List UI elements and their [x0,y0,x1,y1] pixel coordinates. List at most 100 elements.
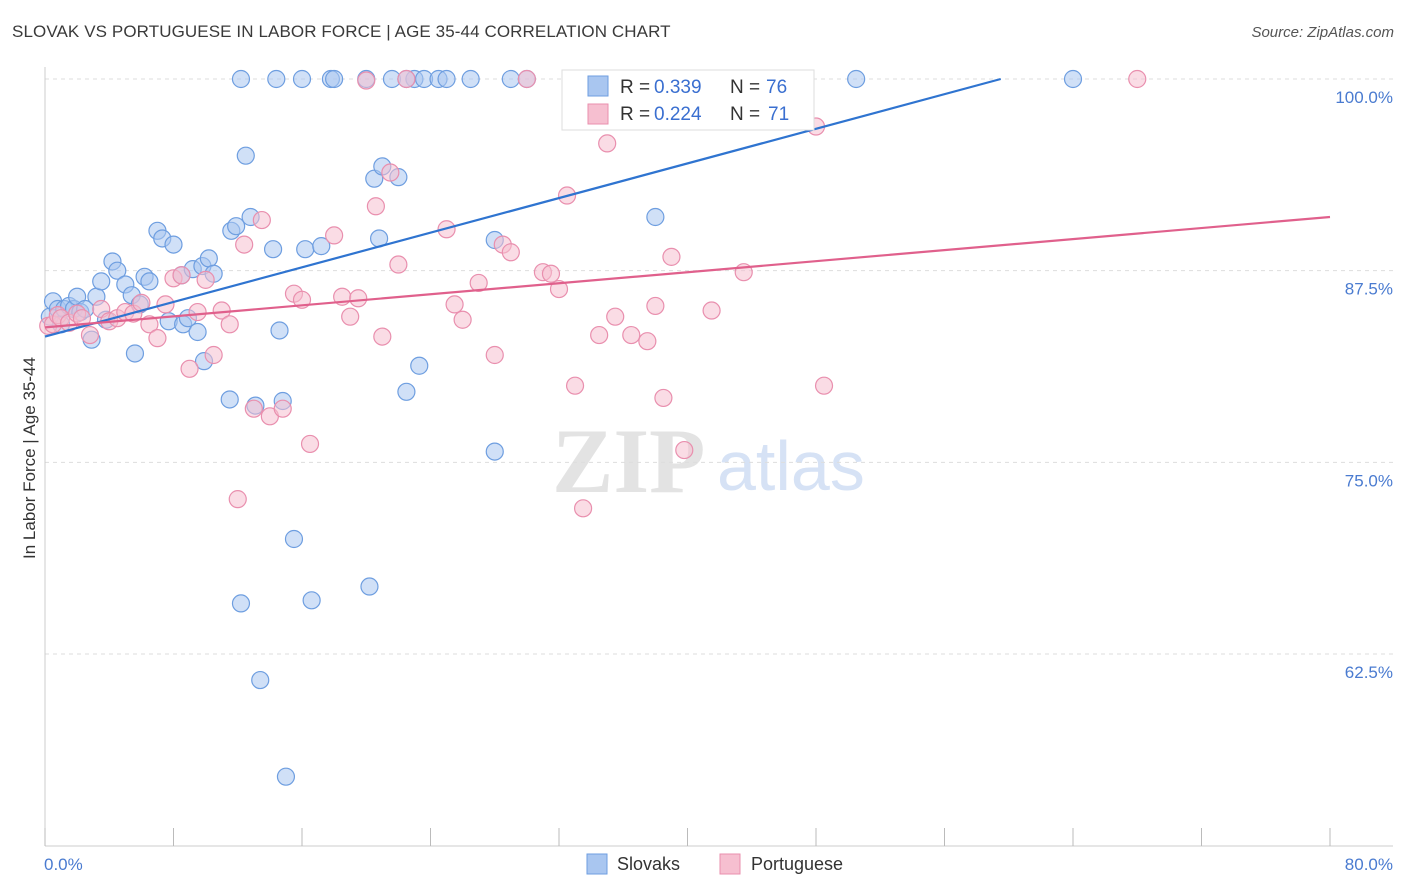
legend-n-label-1: N = [730,77,760,98]
slovak-point [461,69,480,89]
slovak-point [199,249,218,268]
bottom-legend-label-portuguese: Portuguese [751,854,843,874]
legend-r-value-1: 0.339 [654,77,702,98]
portuguese-point [188,302,207,322]
watermark-zip: ZIP [552,410,705,512]
portuguese-point [373,327,392,346]
portuguese-point [501,243,520,262]
y-tick-label: 100.0% [1335,88,1393,107]
slovak-point [292,69,312,89]
bottom-legend-swatch-portuguese [719,853,741,875]
slovak-point [108,261,127,280]
slovak-point [302,591,321,610]
slovak-point [231,69,251,89]
legend-r-label-1: R = [620,77,650,98]
slovak-point [284,529,304,549]
legend-n-value-2: 71 [768,104,789,125]
portuguese-point [598,134,617,153]
slovak-point [220,390,239,409]
slovak-point [270,321,289,340]
slovak-point [437,69,456,89]
portuguese-point [654,388,673,408]
source-label: Source: ZipAtlas.com [1251,24,1394,41]
portuguese-point [366,197,385,216]
portuguese-point [1128,69,1147,89]
portuguese-point [389,255,408,274]
portuguese-trend-line [44,215,1331,329]
y-tick-labels: 62.5% 75.0% 87.5% 100.0% [1335,88,1393,682]
portuguese-point [445,295,464,314]
portuguese-point [235,235,254,254]
slovak-point [296,240,315,259]
legend-n-value-1: 76 [766,77,787,98]
portuguese-point [662,247,681,266]
portuguese-point [228,490,247,509]
portuguese-point [590,325,609,345]
portuguese-point [517,69,536,89]
portuguese-point [80,325,100,345]
portuguese-point [606,307,625,326]
portuguese-point [702,301,721,320]
slovak-point [125,344,145,363]
portuguese-point [148,329,167,348]
slovak-point [92,272,111,291]
slovak-point [276,767,296,786]
slovak-point [263,240,283,259]
portuguese-point [675,440,694,460]
portuguese-point [204,345,223,365]
portuguese-point [565,376,585,395]
portuguese-point [300,434,320,454]
slovak-point [847,69,866,89]
slovak-point [501,69,520,89]
portuguese-point [252,210,271,230]
slovak-point [164,235,183,254]
legend-swatch-portuguese [587,103,609,125]
trend-lines [44,77,1331,338]
y-tick-label: 75.0% [1345,471,1393,490]
portuguese-series [39,69,1147,518]
slovak-point [325,69,344,89]
portuguese-point [453,310,472,329]
legend-r-value-2: 0.224 [654,104,702,125]
chart-title: SLOVAK VS PORTUGUESE IN LABOR FORCE | AG… [12,22,671,41]
portuguese-point [638,332,657,351]
portuguese-point [180,359,199,378]
legend-swatch-slovaks [587,75,609,97]
portuguese-point [244,399,263,418]
x-tick-label-max: 80.0% [1345,855,1393,874]
correlation-legend: R = 0.339 N = 76 R = 0.224 N = 71 [561,69,815,131]
portuguese-point [273,399,292,418]
bottom-legend-swatch-slovaks [586,853,608,875]
legend-n-label-2: N = [730,104,760,125]
slovak-point [267,69,286,89]
portuguese-point [469,273,488,293]
slovak-point [410,356,429,375]
portuguese-point [140,315,159,334]
slovak-point [397,382,416,401]
series-legend: Slovaks Portuguese [586,853,843,875]
slovak-point [227,217,246,236]
portuguese-point [646,296,665,316]
portuguese-point [485,345,504,365]
axes [44,67,1393,847]
y-tick-label: 62.5% [1345,663,1393,682]
portuguese-point [172,266,191,285]
portuguese-point [622,325,641,345]
slovak-point [360,577,379,596]
slovak-point [231,594,251,613]
slovak-point [1063,69,1083,89]
slovak-trend-line [44,77,1002,338]
slovak-point [188,322,207,342]
portuguese-point [381,163,400,182]
portuguese-point [196,270,215,289]
watermark-atlas: atlas [717,427,865,505]
portuguese-point [325,226,344,245]
legend-r-label-2: R = [620,104,650,125]
gridlines [45,78,1393,655]
portuguese-point [349,289,368,308]
portuguese-point [549,279,569,299]
bottom-legend-label-slovaks: Slovaks [617,854,680,874]
x-tick-label-min: 0.0% [44,855,83,874]
portuguese-point [541,264,561,283]
